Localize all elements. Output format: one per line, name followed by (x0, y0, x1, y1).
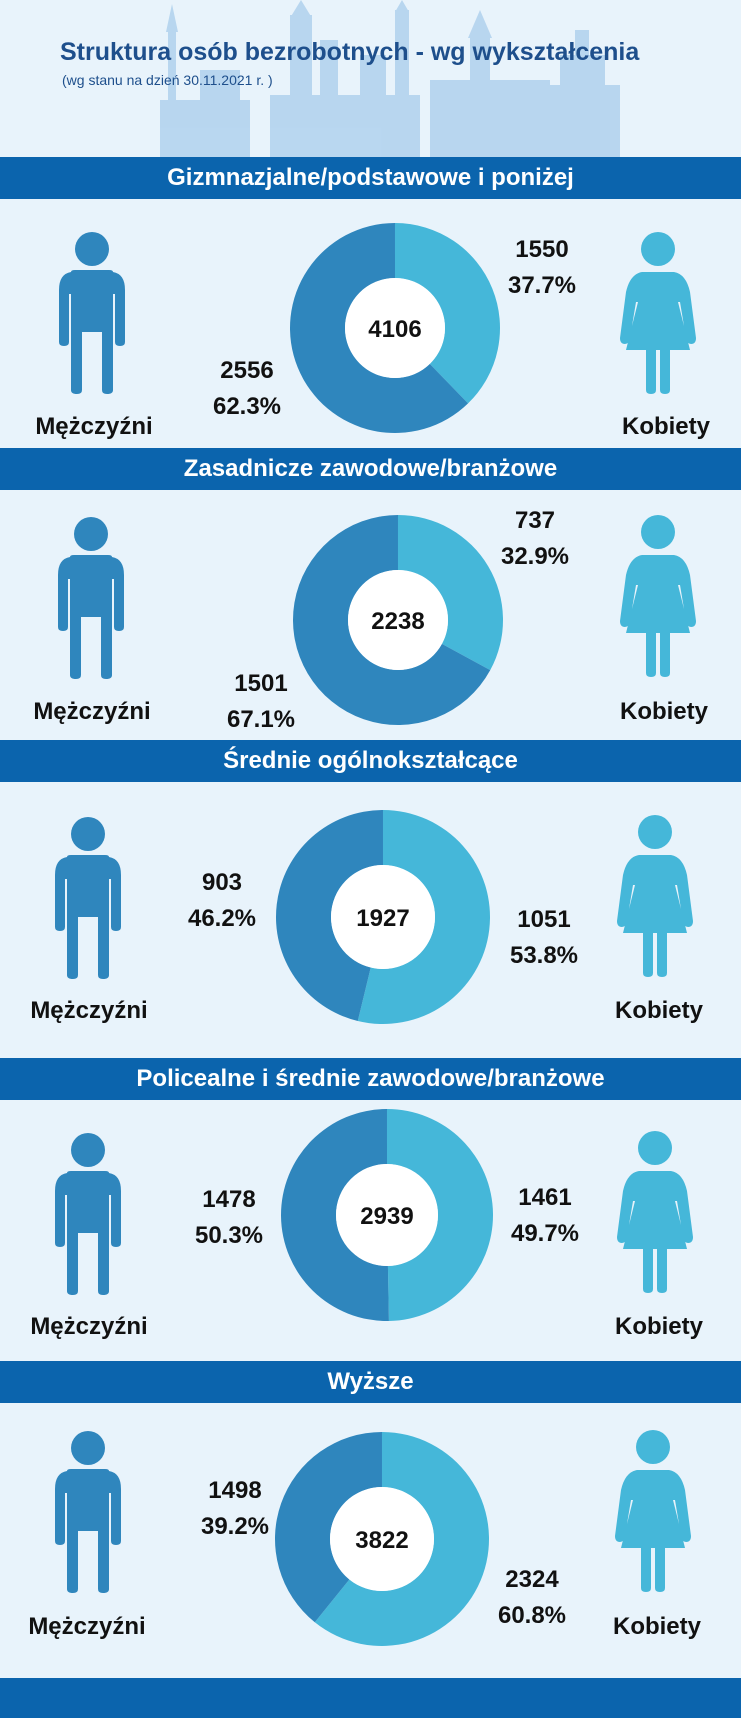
men-label: Mężczyźni (30, 1313, 148, 1340)
women-value-label-percent: 32.9% (500, 543, 570, 570)
header: Struktura osób bezrobotnych - wg wykszta… (0, 0, 741, 157)
donut-slice-women (314, 1432, 489, 1646)
women-value-label-percent: 53.8% (509, 942, 579, 969)
women-value-label-count: 2324 (505, 1566, 559, 1593)
donut-slice-men (276, 810, 383, 1021)
donut-hole (345, 278, 445, 378)
men-value-label-percent: 62.3% (212, 393, 282, 420)
woman-icon (620, 232, 696, 399)
city-skyline-illustration (160, 0, 620, 157)
donut-total-label: 2238 (371, 608, 424, 635)
donut-total-label: 1927 (356, 905, 409, 932)
men-label: Mężczyźni (35, 413, 153, 440)
women-label: Kobiety (621, 413, 710, 440)
men-value-label-percent: 67.1% (226, 706, 296, 733)
woman-icon (617, 1131, 693, 1298)
man-icon (53, 1133, 123, 1300)
men-label: Mężczyźni (30, 997, 148, 1024)
women-value-label-count: 1051 (517, 906, 571, 933)
section-band-2: Zasadnicze zawodowe/branżowe (0, 448, 741, 490)
women-value-label: 1051 53.8% (489, 902, 599, 974)
men-value-label-percent: 39.2% (200, 1513, 270, 1540)
women-value-label: 737 32.9% (480, 503, 590, 575)
woman-icon (617, 815, 693, 982)
men-value-label: 903 46.2% (167, 865, 277, 937)
men-value-label-count: 903 (201, 869, 243, 896)
footer-band (0, 1678, 741, 1718)
men-label: Mężczyźni (28, 1613, 146, 1640)
donut-total-label: 2939 (360, 1203, 413, 1230)
donut-slice-men (293, 515, 491, 726)
donut-total-label: 3822 (355, 1527, 408, 1554)
man-icon (57, 232, 127, 399)
men-value-label-count: 2556 (220, 357, 274, 384)
women-value-label-percent: 60.8% (497, 1602, 567, 1629)
donut-slice-women (387, 1108, 494, 1321)
men-value-label-percent: 46.2% (187, 905, 257, 932)
donut-slice-men (290, 223, 469, 433)
section-band-5: Wyższe (0, 1361, 741, 1403)
men-value-label-count: 1501 (234, 670, 288, 697)
donut-slice-women (395, 223, 500, 404)
women-label: Kobiety (614, 1313, 703, 1340)
women-value-label-count: 1461 (518, 1184, 572, 1211)
donut-slice-women (357, 810, 491, 1025)
men-value-label: 1478 50.3% (174, 1182, 284, 1254)
women-value-label-count: 737 (514, 507, 556, 534)
donut-hole (330, 1487, 434, 1591)
donut-slice-men (281, 1109, 389, 1321)
page-subtitle: (wg stanu na dzień 30.11.2021 r. ) (62, 72, 273, 88)
page-title: Struktura osób bezrobotnych - wg wykszta… (60, 38, 640, 66)
women-value-label: 2324 60.8% (477, 1562, 587, 1634)
men-value-label-percent: 50.3% (194, 1222, 264, 1249)
section-band-4: Policealne i średnie zawodowe/branżowe (0, 1058, 741, 1100)
men-value-label: 1498 39.2% (180, 1473, 290, 1545)
men-value-label-count: 1498 (208, 1477, 262, 1504)
women-label: Kobiety (614, 997, 703, 1024)
donut-total-label: 4106 (368, 316, 421, 343)
women-label: Kobiety (612, 1613, 701, 1640)
men-value-label: 2556 62.3% (192, 353, 302, 425)
section-band-1: Gizmnazjalne/podstawowe i poniżej (0, 157, 741, 199)
women-value-label-count: 1550 (515, 236, 569, 263)
men-label: Mężczyźni (33, 698, 151, 725)
man-icon (53, 1431, 123, 1598)
donut-hole (331, 865, 435, 969)
donut-hole (336, 1164, 438, 1266)
woman-icon (620, 515, 696, 682)
donut-hole (348, 570, 448, 670)
women-value-label-percent: 49.7% (510, 1220, 580, 1247)
donut-slice-men (274, 1432, 382, 1623)
women-label: Kobiety (619, 698, 708, 725)
men-value-label: 1501 67.1% (206, 666, 316, 738)
man-icon (56, 517, 126, 684)
women-value-label: 1461 49.7% (490, 1180, 600, 1252)
woman-icon (615, 1430, 691, 1597)
man-icon (53, 817, 123, 984)
men-value-label-count: 1478 (202, 1186, 256, 1213)
section-band-3: Średnie ogólnokształcące (0, 740, 741, 782)
women-value-label: 1550 37.7% (487, 232, 597, 304)
women-value-label-percent: 37.7% (507, 272, 577, 299)
